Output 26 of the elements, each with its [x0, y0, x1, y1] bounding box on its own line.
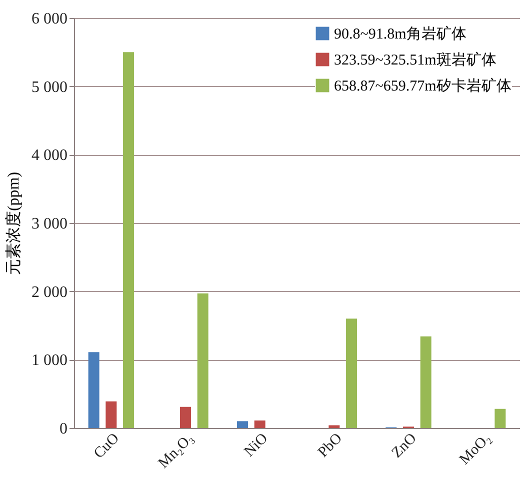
y-axis-title: 元素浓度(ppm): [4, 172, 22, 276]
bar: [254, 420, 266, 428]
x-tick-label: CuO: [91, 430, 123, 462]
bar: [328, 425, 340, 428]
x-tick-label: NiO: [242, 430, 272, 460]
bar: [346, 318, 358, 428]
legend-label: 658.87~659.77m矽卡岩矿体: [334, 78, 512, 94]
y-tick-label: 2 000: [32, 284, 68, 301]
bar: [494, 408, 506, 428]
bar: [236, 421, 248, 428]
y-tick-label: 1 000: [32, 352, 68, 370]
y-tick-label: 3 000: [32, 216, 68, 232]
y-tick-label: 6 000: [32, 10, 68, 28]
bar: [106, 401, 117, 428]
bar: [420, 336, 432, 428]
x-tick-label: ZnO: [389, 430, 420, 462]
y-tick-label: 4 000: [32, 147, 68, 164]
legend-label: 323.59~325.51m斑岩矿体: [334, 52, 496, 68]
legend-label: 90.8~91.8m角岩矿体: [334, 26, 466, 42]
bar: [197, 293, 208, 428]
bar: [88, 352, 100, 428]
y-tick-label: 5 000: [32, 78, 68, 96]
bar: [123, 52, 134, 428]
bar: [180, 406, 191, 428]
y-tick-label: 0: [60, 420, 68, 438]
x-tick-label: PbO: [315, 430, 346, 461]
